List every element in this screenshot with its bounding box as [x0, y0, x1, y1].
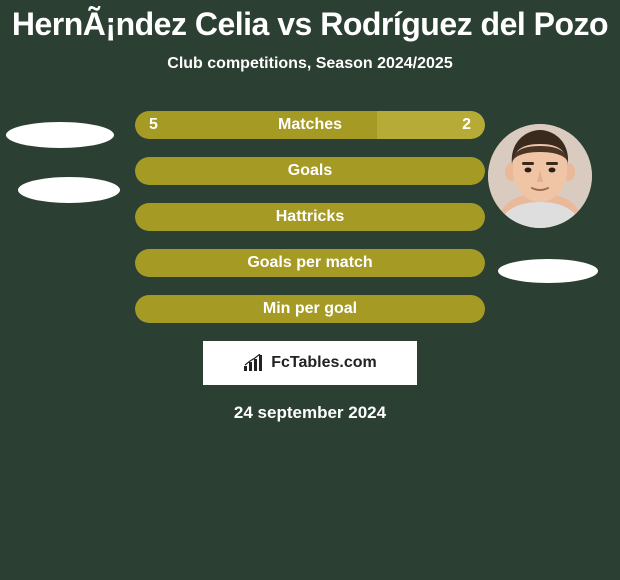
brand-text: FcTables.com — [271, 354, 377, 372]
stat-label: Min per goal — [135, 300, 485, 318]
brand-inner: FcTables.com — [243, 354, 377, 372]
stat-row: Min per goal — [135, 295, 485, 323]
player-photo-right — [488, 124, 592, 228]
stat-label: Matches — [135, 116, 485, 134]
stat-row: Goals — [135, 157, 485, 185]
stat-row: Hattricks — [135, 203, 485, 231]
stat-row: 52Matches — [135, 111, 485, 139]
page-title: HernÃ¡ndez Celia vs Rodríguez del Pozo — [0, 0, 620, 43]
player-name-ellipse-left — [18, 177, 120, 203]
stat-label: Hattricks — [135, 208, 485, 226]
stat-label: Goals — [135, 162, 485, 180]
brand-box: FcTables.com — [203, 341, 417, 385]
player-name-ellipse-left — [6, 122, 114, 148]
page-subtitle: Club competitions, Season 2024/2025 — [0, 55, 620, 73]
chart-icon — [243, 354, 267, 372]
player-name-ellipse-right — [498, 259, 598, 283]
stat-label: Goals per match — [135, 254, 485, 272]
date-line: 24 september 2024 — [0, 403, 620, 423]
stat-row: Goals per match — [135, 249, 485, 277]
